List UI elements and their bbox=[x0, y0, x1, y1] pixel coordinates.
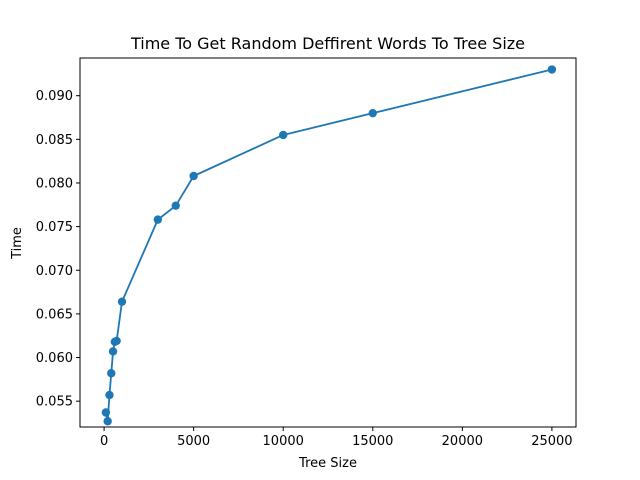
y-tick-label: 0.060 bbox=[36, 351, 73, 366]
data-point bbox=[103, 417, 112, 426]
x-tick-label: 15000 bbox=[352, 434, 393, 449]
data-point bbox=[368, 108, 377, 118]
y-tick-label: 0.065 bbox=[36, 307, 73, 322]
data-point bbox=[112, 336, 121, 346]
data-point bbox=[279, 130, 288, 140]
data-point bbox=[105, 390, 114, 400]
data-point bbox=[107, 369, 116, 378]
x-tick-label: 20000 bbox=[442, 434, 483, 449]
data-point bbox=[189, 171, 198, 181]
y-tick-label: 0.075 bbox=[36, 220, 73, 235]
x-tick-label: 25000 bbox=[531, 434, 572, 449]
data-point bbox=[153, 215, 163, 224]
series-layer bbox=[101, 65, 557, 426]
x-tick-label: 5000 bbox=[177, 434, 210, 449]
y-tick-label: 0.070 bbox=[36, 264, 73, 279]
plot-area bbox=[79, 57, 577, 428]
data-point bbox=[117, 297, 127, 306]
data-point bbox=[101, 408, 111, 417]
data-point bbox=[547, 65, 557, 74]
x-tick-label: 10000 bbox=[263, 434, 304, 449]
y-tick-label: 0.085 bbox=[36, 133, 73, 148]
axes-frame bbox=[79, 57, 577, 428]
y-tick-label: 0.055 bbox=[36, 395, 73, 410]
data-point bbox=[171, 201, 180, 210]
x-axis: 0 5000 10000 15000 20000 25000 bbox=[100, 427, 573, 449]
chart-title: Time To Get Random Deffirent Words To Tr… bbox=[130, 34, 525, 53]
x-axis-label: Tree Size bbox=[298, 456, 357, 471]
y-axis-label: Time bbox=[10, 227, 25, 260]
data-point bbox=[108, 347, 118, 356]
y-axis: 0.055 0.060 0.065 0.070 0.075 0.080 0.085 0.090 bbox=[36, 89, 80, 410]
y-tick-label: 0.090 bbox=[36, 89, 73, 104]
y-tick-label: 0.080 bbox=[36, 176, 73, 191]
x-tick-label: 0 bbox=[100, 434, 108, 449]
